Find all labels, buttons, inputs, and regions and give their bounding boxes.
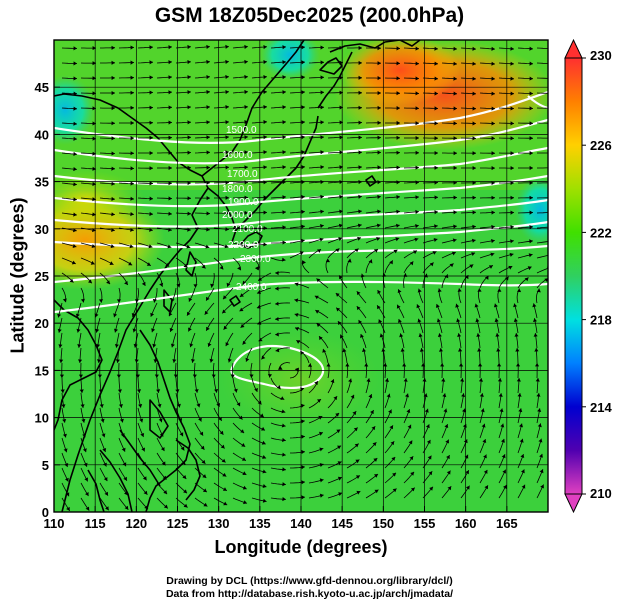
x-tick-label: 130 (208, 516, 230, 531)
wind-arrowhead (548, 239, 552, 243)
y-tick-label: 25 (35, 269, 49, 284)
colorbar-label: 218 (590, 313, 612, 328)
wind-arrowhead (549, 196, 553, 200)
y-tick-label: 35 (35, 175, 49, 190)
y-tick-label: 40 (35, 127, 49, 142)
x-tick-label: 160 (455, 516, 477, 531)
wind-arrowhead (549, 91, 553, 95)
contour-label: 2200.0 (228, 240, 259, 251)
colorbar-bottom-cap (565, 494, 582, 512)
wind-arrowhead (549, 76, 553, 80)
y-tick-label: 15 (35, 363, 49, 378)
x-axis-label: Longitude (degrees) (54, 537, 548, 558)
x-tick-label: 135 (249, 516, 271, 531)
wind-arrowhead (549, 121, 553, 125)
wind-arrowhead (549, 211, 553, 215)
y-axis-label: Latitude (degrees) (8, 196, 29, 356)
temperature-field (5, 30, 565, 512)
wind-arrowhead (548, 225, 552, 229)
y-tick-label: 30 (35, 222, 49, 237)
contour-label: 1900.0 (228, 197, 259, 208)
colorbar-label: 214 (590, 400, 612, 415)
colorbar-label: 230 (590, 48, 612, 63)
credit-line-1: Drawing by DCL (https://www.gfd-dennou.o… (0, 575, 619, 588)
contour-label: 2000.0 (222, 210, 253, 221)
contour-label: 1800.0 (222, 184, 253, 195)
contour-label: 2400.0 (236, 282, 267, 293)
x-tick-label: 140 (290, 516, 312, 531)
x-tick-label: 150 (372, 516, 394, 531)
colorbar-label: 210 (590, 486, 612, 501)
credit-line-2: Data from http://database.rish.kyoto-u.a… (0, 588, 619, 601)
wind-arrowhead (549, 166, 552, 170)
wind-arrowhead (549, 136, 552, 140)
colorbar-scale (565, 58, 582, 494)
colorbar-label: 226 (590, 138, 612, 153)
streamline (537, 78, 552, 79)
wind-arrowhead (549, 46, 553, 50)
colorbar-top-cap (565, 40, 582, 58)
y-tick-label: 10 (35, 411, 49, 426)
wind-arrowhead (549, 61, 553, 65)
wind-arrowhead (549, 181, 553, 185)
x-tick-label: 125 (167, 516, 189, 531)
contour-label: 1700.0 (227, 169, 258, 180)
y-tick-label: 20 (35, 316, 49, 331)
x-tick-label: 120 (125, 516, 147, 531)
wind-arrowhead (549, 151, 552, 155)
colorbar: 210 214 218 222 226 230 (565, 40, 612, 512)
x-tick-label: 145 (331, 516, 353, 531)
y-tick-label: 45 (35, 80, 49, 95)
contour-label: 2300.0 (240, 254, 271, 265)
x-tick-label: 115 (85, 516, 106, 531)
x-tick-label: 165 (496, 516, 518, 531)
credits: Drawing by DCL (https://www.gfd-dennou.o… (0, 575, 619, 601)
wind-arrowhead (549, 106, 553, 110)
y-tick-label: 5 (42, 458, 49, 473)
y-tick-label: 0 (42, 505, 49, 520)
x-tick-label: 155 (414, 516, 436, 531)
colorbar-label: 222 (590, 225, 612, 240)
contour-label: 1600.0 (222, 150, 253, 161)
contour-label: 2100.0 (232, 224, 263, 235)
